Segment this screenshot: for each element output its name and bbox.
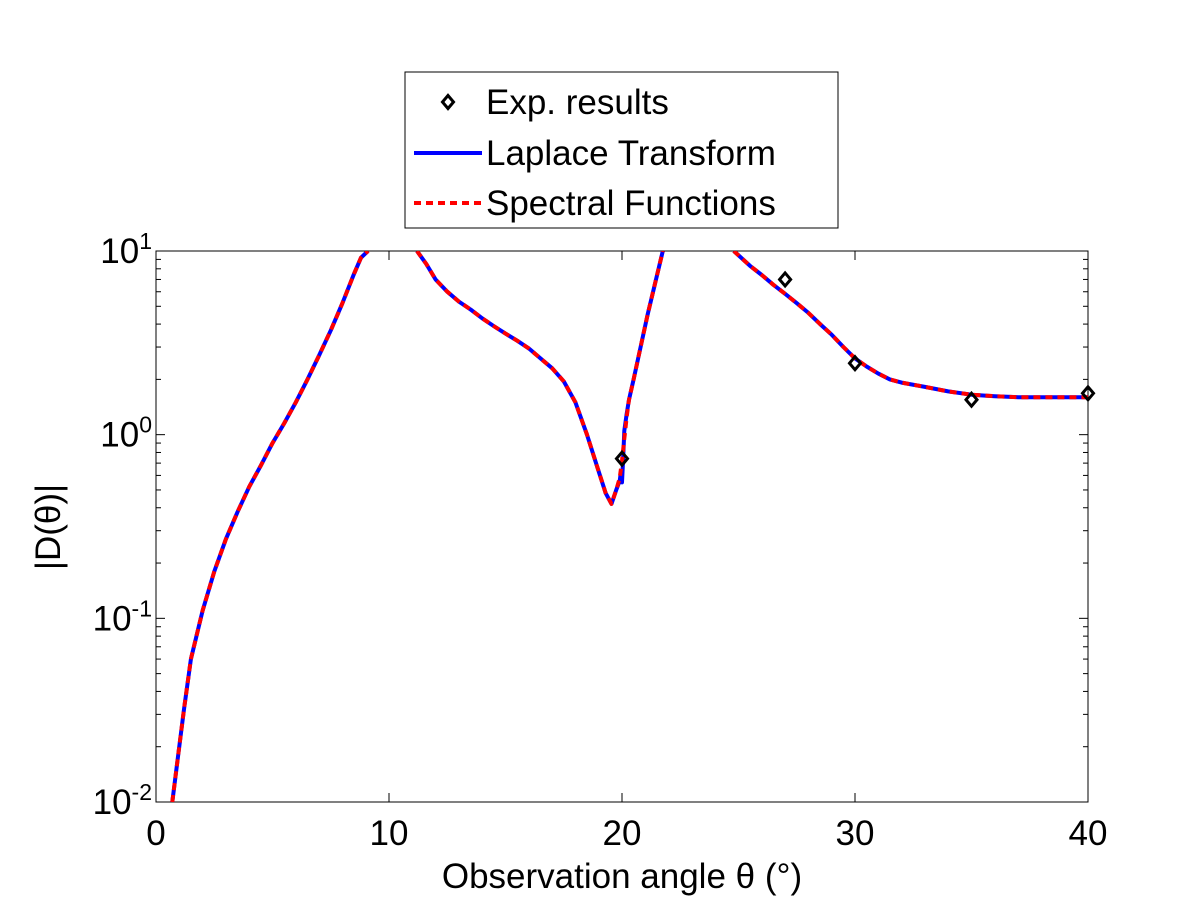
exp-result-point	[1080, 384, 1096, 403]
y-tick-label-exponent: -1	[132, 595, 152, 621]
plot-area	[155, 250, 1089, 803]
y-tick-label-base: 10	[100, 232, 139, 271]
y-tick-label: 10-1	[93, 595, 152, 638]
legend-label: Laplace Transform	[486, 134, 776, 173]
x-tick-label: 20	[603, 814, 642, 853]
y-tick-label-base: 10	[100, 416, 139, 455]
x-tick-label: 30	[836, 814, 875, 853]
x-tick-label: 40	[1069, 814, 1108, 853]
legend-label: Spectral Functions	[486, 184, 776, 223]
series-layer	[170, 251, 1088, 802]
x-tick-label: 10	[370, 814, 409, 853]
y-tick-label-exponent: -2	[132, 779, 152, 805]
exp-result-point	[847, 354, 863, 373]
x-tick-label: 0	[146, 814, 165, 853]
marker-layer	[614, 270, 1096, 468]
y-axis-label: |D(θ)|	[29, 484, 68, 570]
spectral-functions-line	[170, 251, 370, 802]
legend-diamond-marker	[440, 93, 456, 111]
y-tick-label-exponent: 0	[139, 412, 152, 438]
exp-result-point	[614, 449, 630, 468]
y-tick-label-exponent: 1	[139, 228, 152, 254]
y-tick-label: 10-2	[93, 779, 152, 822]
exp-result-point	[777, 270, 793, 289]
legend: Exp. results Laplace Transform Spectral Fu…	[404, 71, 839, 229]
exp-result-point	[964, 390, 979, 409]
spectral-functions-line	[415, 251, 665, 506]
y-tick-label: 101	[100, 228, 152, 271]
legend-label: Exp. results	[486, 83, 669, 122]
y-tick-label-base: 10	[93, 783, 132, 822]
y-tick-label-base: 10	[93, 599, 132, 638]
spectral-functions-line	[732, 251, 1088, 400]
y-tick-label: 100	[100, 412, 152, 455]
x-axis-label: Observation angle θ (°)	[442, 857, 802, 896]
